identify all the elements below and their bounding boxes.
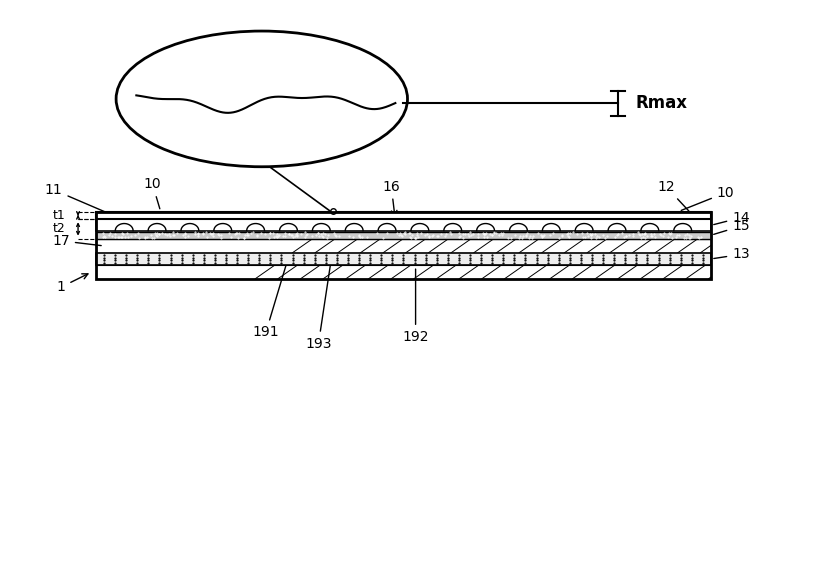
Text: Rmax: Rmax xyxy=(636,94,688,112)
Text: 13: 13 xyxy=(714,247,750,262)
Bar xyxy=(96,254,711,264)
Bar xyxy=(96,219,711,231)
Bar xyxy=(96,212,711,219)
Ellipse shape xyxy=(116,31,408,167)
Text: 14: 14 xyxy=(714,211,750,224)
Bar xyxy=(96,232,711,239)
Text: 12: 12 xyxy=(658,180,689,211)
Text: 10: 10 xyxy=(681,186,734,210)
Bar xyxy=(96,212,711,279)
Text: 1: 1 xyxy=(56,274,88,294)
Text: 192: 192 xyxy=(403,269,429,344)
Text: 10: 10 xyxy=(143,177,161,209)
Text: t2: t2 xyxy=(52,223,65,235)
Text: 11: 11 xyxy=(45,183,105,212)
Text: 193: 193 xyxy=(305,266,332,351)
Bar xyxy=(96,239,711,253)
Text: 15: 15 xyxy=(714,219,750,234)
Text: t1: t1 xyxy=(52,209,65,222)
Text: 16: 16 xyxy=(382,179,400,216)
Bar xyxy=(96,265,711,279)
Text: 191: 191 xyxy=(253,254,289,339)
Text: 17: 17 xyxy=(52,234,101,248)
